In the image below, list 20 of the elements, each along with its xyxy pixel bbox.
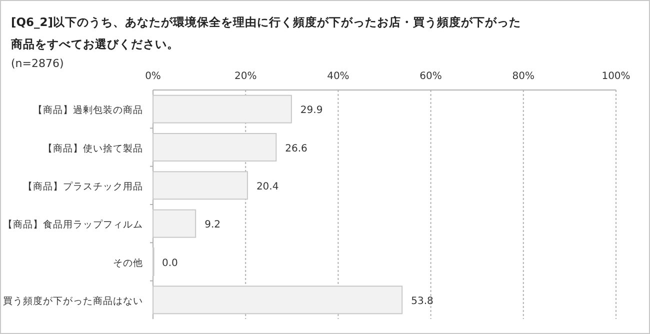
- data-label: 20.4: [256, 181, 279, 192]
- text: (n=2876): [11, 57, 64, 70]
- chart-title: [Q6_2]以下のうち、あなたが環境保全を理由に行く頻度が下がったお店・買う頻度が下がった商品をすべてお選びください。: [11, 14, 522, 53]
- x-tick-label: 0%: [145, 71, 161, 82]
- y-tick-label: 【商品】使い捨て製品: [43, 142, 143, 154]
- data-label: 29.9: [300, 105, 323, 116]
- y-tick-label: 【商品】プラスチック用品: [23, 180, 143, 192]
- x-tick-label: 80%: [512, 71, 535, 82]
- x-tick-label: 100%: [602, 71, 630, 82]
- y-tick-label: その他: [113, 256, 143, 269]
- x-tick-label: 40%: [327, 71, 350, 82]
- y-tick-label: 買う頻度が下がった商品はない: [3, 294, 143, 307]
- data-label: 53.8: [411, 296, 434, 307]
- data-label: 9.2: [204, 220, 220, 231]
- y-tick-label: 【商品】食品用ラップフィルム: [3, 218, 143, 231]
- data-label: 0.0: [162, 258, 178, 269]
- y-tick-label: 【商品】過剰包装の商品: [33, 104, 143, 116]
- x-tick-label: 60%: [420, 71, 442, 82]
- data-label: 26.6: [285, 143, 308, 154]
- x-tick-label: 20%: [234, 71, 257, 82]
